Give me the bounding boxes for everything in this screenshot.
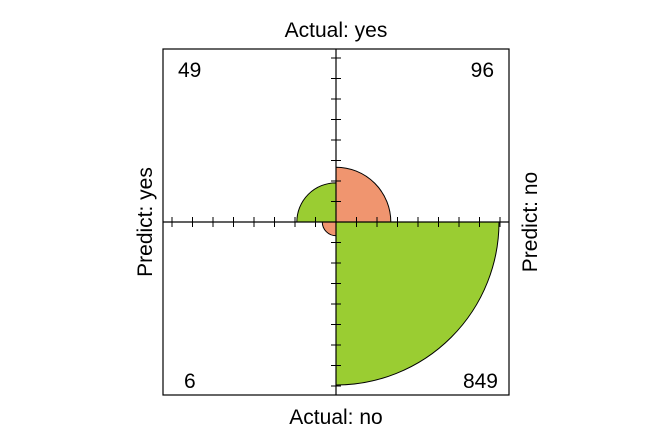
label-top: Actual: yes <box>285 19 388 42</box>
count-bottom-right: 849 <box>463 370 498 393</box>
count-top-left: 49 <box>178 59 201 82</box>
label-left: Predict: yes <box>134 167 157 277</box>
count-bottom-left: 6 <box>184 370 196 393</box>
wedge-top-right <box>335 166 392 223</box>
wedge-bottom-right <box>335 221 500 386</box>
axis-ticks <box>171 57 501 387</box>
label-bottom: Actual: no <box>289 406 382 429</box>
wedge-top-left <box>296 182 337 223</box>
label-right: Predict: no <box>519 172 542 272</box>
wedge-bottom-left <box>321 221 337 237</box>
wedges-group <box>296 166 500 386</box>
count-top-right: 96 <box>471 59 494 82</box>
